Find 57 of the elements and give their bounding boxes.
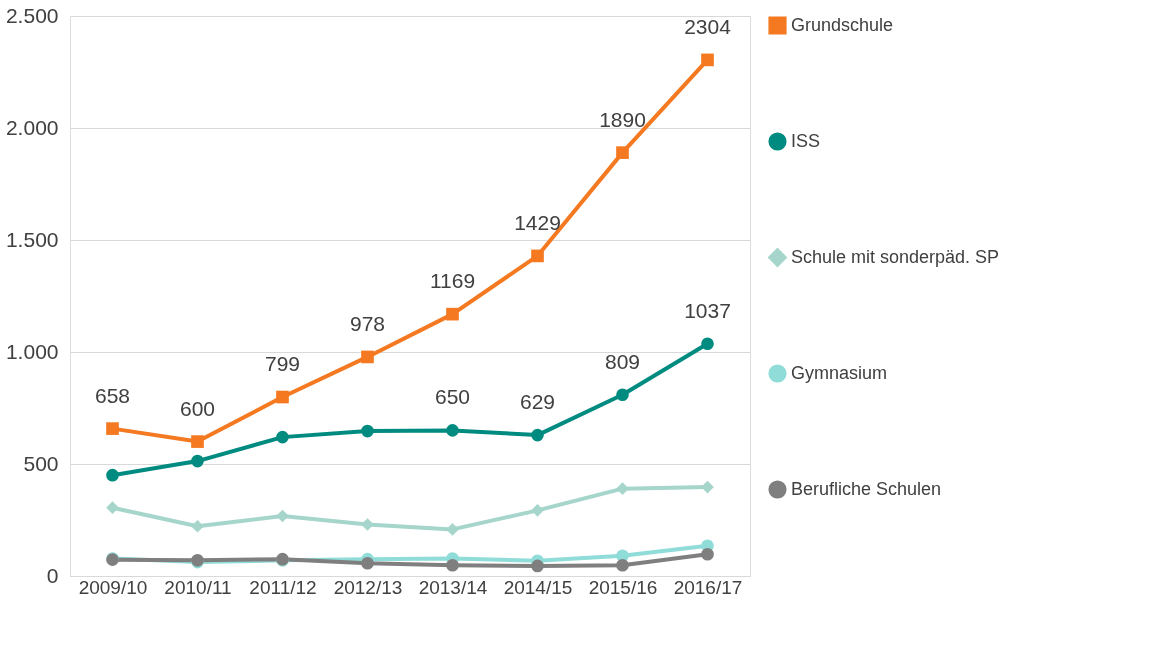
point <box>106 468 119 482</box>
y-tick-label: 1.500 <box>5 227 59 251</box>
data-label: 600 <box>179 396 216 420</box>
point <box>531 504 544 517</box>
point <box>446 558 459 572</box>
point <box>701 53 714 67</box>
y-tick-label: 500 <box>23 451 59 475</box>
point <box>531 428 544 442</box>
x-tick-label: 2016/17 <box>673 576 743 598</box>
legend-label: Berufliche Schulen <box>791 478 942 499</box>
y-tick-label: 2.000 <box>5 115 59 139</box>
point <box>276 390 289 404</box>
legend-label: Schule mit sonderpäd. SP <box>791 246 1000 267</box>
data-label: 629 <box>519 390 556 414</box>
data-label: 2304 <box>684 14 732 38</box>
x-tick-label: 2013/14 <box>418 576 488 598</box>
point <box>446 424 459 437</box>
point <box>361 424 374 438</box>
x-tick-label: 2012/13 <box>333 576 403 598</box>
data-label: 650 <box>434 385 471 409</box>
legend-label: Gymnasium <box>791 362 888 383</box>
legend-label: Grundschule <box>791 14 894 35</box>
data-label: 978 <box>349 311 386 335</box>
point <box>106 422 119 435</box>
data-label: 1169 <box>429 269 476 293</box>
x-tick-label: 2011/12 <box>249 576 317 598</box>
legend-label: ISS <box>791 130 821 151</box>
point <box>616 388 629 402</box>
data-label: 809 <box>604 349 641 373</box>
point <box>701 480 714 494</box>
y-tick-label: 1.000 <box>5 339 59 363</box>
y-tick-label: 2.500 <box>5 3 59 27</box>
x-tick-label: 2010/11 <box>164 576 232 598</box>
point <box>616 558 629 572</box>
point <box>701 547 714 561</box>
point <box>446 307 459 321</box>
data-label: 1037 <box>684 298 731 322</box>
point <box>616 146 629 159</box>
point <box>106 501 119 514</box>
point <box>191 435 204 448</box>
point <box>191 454 204 468</box>
point <box>361 350 374 364</box>
x-tick-label: 2014/15 <box>503 576 573 598</box>
point <box>276 509 289 523</box>
data-label: 799 <box>264 352 301 376</box>
point <box>531 559 544 573</box>
data-label: 1429 <box>514 210 561 234</box>
point <box>701 337 714 351</box>
x-tick-label: 2015/16 <box>588 576 658 598</box>
data-label: 658 <box>94 383 131 407</box>
point <box>531 249 544 263</box>
point <box>191 519 204 533</box>
point <box>276 430 289 444</box>
data-label: 1890 <box>599 107 646 131</box>
y-tick-label: 0 <box>46 563 59 587</box>
point <box>361 556 374 570</box>
x-tick-label: 2009/10 <box>78 576 148 598</box>
